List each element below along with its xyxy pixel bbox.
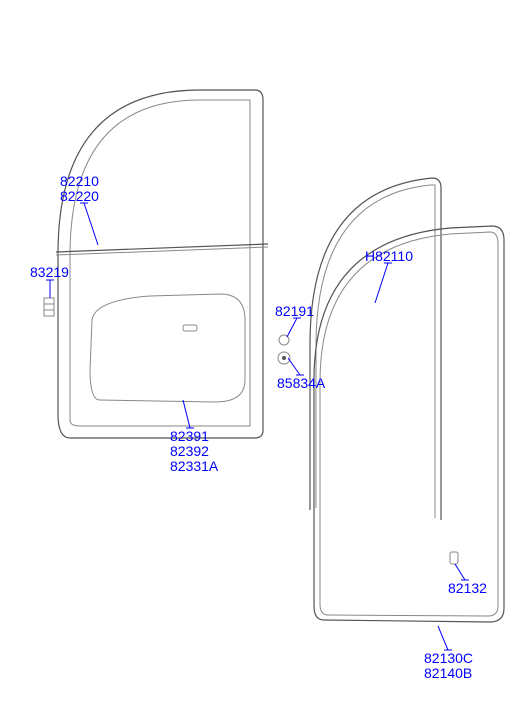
- leader-line: [288, 358, 300, 375]
- part-label: 82220: [60, 188, 99, 204]
- seal-patch-slot: [183, 325, 197, 331]
- opening-weatherstrip: [314, 226, 504, 622]
- part-label: 82210: [60, 173, 99, 189]
- part-label: 82132: [448, 580, 487, 596]
- opening-weatherstrip-inner: [320, 232, 498, 616]
- part-label: 85834A: [277, 375, 326, 391]
- frame-weatherstrip: [310, 178, 441, 520]
- leader-line: [84, 203, 98, 245]
- door-panel-outline: [58, 90, 263, 438]
- part-label: 82130C: [424, 650, 473, 666]
- part-label: 82191: [275, 303, 314, 319]
- leader-line: [455, 564, 465, 580]
- grommet-b-center: [282, 356, 286, 360]
- part-label: 83219: [30, 264, 69, 280]
- leader-line: [183, 400, 190, 428]
- leader-line: [438, 626, 448, 650]
- clip-icon: [44, 298, 54, 316]
- part-label: 82331A: [170, 458, 219, 474]
- part-label: H82110: [365, 248, 413, 264]
- door-seal-patch: [90, 294, 245, 402]
- part-label: 82391: [170, 428, 209, 444]
- small-clip-icon: [450, 552, 458, 564]
- part-label: 82392: [170, 443, 209, 459]
- door-panel-inner: [70, 100, 250, 426]
- part-label: 82140B: [424, 665, 472, 681]
- leader-line: [375, 263, 388, 303]
- leader-line: [287, 318, 297, 337]
